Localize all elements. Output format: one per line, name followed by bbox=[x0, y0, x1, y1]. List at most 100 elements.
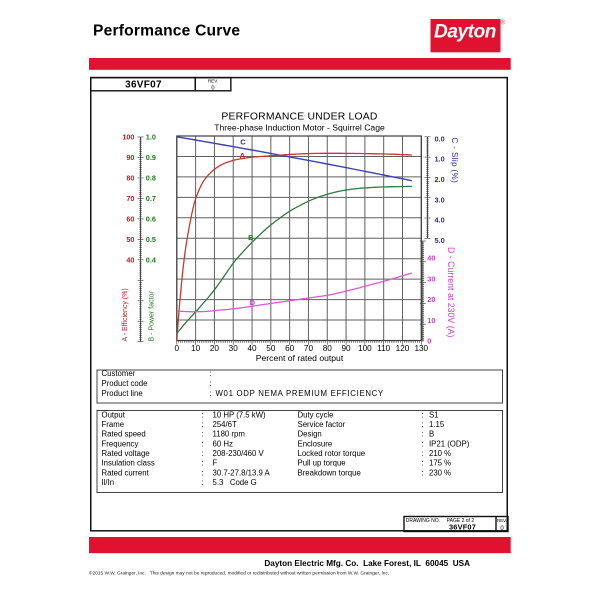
svg-text:B: B bbox=[429, 430, 434, 439]
svg-text:Rated voltage: Rated voltage bbox=[102, 449, 150, 458]
svg-text:50: 50 bbox=[126, 235, 134, 244]
svg-text:F: F bbox=[213, 459, 218, 468]
svg-text:60: 60 bbox=[285, 344, 295, 353]
svg-text:60: 60 bbox=[126, 214, 134, 223]
svg-text::: : bbox=[422, 430, 424, 439]
svg-text:0.0: 0.0 bbox=[435, 134, 445, 143]
svg-text::: : bbox=[422, 420, 424, 429]
svg-text:Breakdown torque: Breakdown torque bbox=[298, 468, 361, 477]
svg-text:Performance Curve: Performance Curve bbox=[93, 23, 240, 40]
svg-text::: : bbox=[422, 410, 424, 419]
svg-text:130: 130 bbox=[414, 344, 428, 353]
svg-text::: : bbox=[210, 389, 212, 398]
svg-text:C: C bbox=[240, 138, 246, 147]
svg-text:70: 70 bbox=[126, 194, 134, 203]
svg-text:0.8: 0.8 bbox=[146, 173, 156, 182]
svg-text:W01 ODP NEMA PREMIUM EFFICIENC: W01 ODP NEMA PREMIUM EFFICIENCY bbox=[216, 389, 385, 398]
svg-text:90: 90 bbox=[126, 153, 134, 162]
svg-text:Enclosure: Enclosure bbox=[298, 439, 333, 448]
svg-text:30.7-27.8/13.9 A: 30.7-27.8/13.9 A bbox=[213, 468, 271, 477]
svg-text:40: 40 bbox=[126, 255, 134, 264]
svg-text:REV.: REV. bbox=[208, 79, 218, 84]
svg-text:5.0: 5.0 bbox=[435, 236, 445, 245]
svg-text:1.0: 1.0 bbox=[435, 155, 445, 164]
svg-text:0.9: 0.9 bbox=[146, 153, 156, 162]
svg-text:0: 0 bbox=[211, 86, 214, 92]
svg-text:IP21 (ODP): IP21 (ODP) bbox=[429, 439, 470, 448]
svg-text:Rated current: Rated current bbox=[102, 468, 150, 477]
svg-text:0.7: 0.7 bbox=[146, 194, 156, 203]
svg-text:Percent of rated output: Percent of rated output bbox=[256, 353, 344, 363]
svg-text:90: 90 bbox=[342, 344, 352, 353]
svg-text:0: 0 bbox=[175, 344, 180, 353]
svg-text:5.3 Code G: 5.3 Code G bbox=[213, 478, 257, 487]
svg-text:©2015 W.W. Grainger, Inc. Th: ©2015 W.W. Grainger, Inc. This design ma… bbox=[89, 570, 389, 577]
svg-text:20: 20 bbox=[427, 295, 435, 304]
svg-text:2.0: 2.0 bbox=[435, 175, 445, 184]
svg-text:175 %: 175 % bbox=[429, 459, 451, 468]
svg-text:PAGE 2 of 2: PAGE 2 of 2 bbox=[447, 518, 475, 524]
svg-text:210 %: 210 % bbox=[429, 449, 451, 458]
svg-text::: : bbox=[202, 410, 204, 419]
svg-text:Dayton: Dayton bbox=[434, 22, 496, 43]
svg-text:B: B bbox=[248, 233, 254, 242]
svg-text:10: 10 bbox=[427, 316, 435, 325]
svg-text:A - Efficiency (%): A - Efficiency (%) bbox=[122, 288, 129, 341]
svg-text:30: 30 bbox=[229, 344, 239, 353]
svg-text:Il/In: Il/In bbox=[102, 478, 115, 487]
svg-text:0.4: 0.4 bbox=[146, 255, 157, 264]
svg-text:0: 0 bbox=[500, 526, 504, 532]
svg-text:D - Current at 230V (A): D - Current at 230V (A) bbox=[446, 247, 456, 338]
svg-text:20: 20 bbox=[210, 344, 220, 353]
svg-text:Design: Design bbox=[298, 430, 322, 439]
svg-text:110: 110 bbox=[377, 344, 390, 353]
svg-text::: : bbox=[210, 369, 212, 378]
svg-text::: : bbox=[202, 439, 204, 448]
svg-text:0.5: 0.5 bbox=[146, 235, 156, 244]
svg-text:Pull up torque: Pull up torque bbox=[298, 459, 346, 468]
svg-text:60 Hz: 60 Hz bbox=[213, 439, 233, 448]
svg-text::: : bbox=[202, 449, 204, 458]
svg-text::: : bbox=[202, 468, 204, 477]
svg-text:230 %: 230 % bbox=[429, 468, 451, 477]
svg-text:3.0: 3.0 bbox=[435, 195, 445, 204]
svg-text:B - Power factor: B - Power factor bbox=[149, 291, 156, 342]
svg-text:Insulation class: Insulation class bbox=[102, 459, 155, 468]
svg-text:C - Slip (%): C - Slip (%) bbox=[450, 138, 459, 184]
svg-text:Three-phase Induction Motor -: Three-phase Induction Motor - Squirrel C… bbox=[214, 122, 385, 132]
svg-text:50: 50 bbox=[266, 344, 276, 353]
svg-text:40: 40 bbox=[247, 344, 257, 353]
svg-text::: : bbox=[210, 379, 212, 388]
svg-text::: : bbox=[422, 459, 424, 468]
svg-text:Frame: Frame bbox=[102, 420, 125, 429]
svg-text::: : bbox=[422, 468, 424, 477]
svg-text:36VF07: 36VF07 bbox=[125, 79, 162, 90]
svg-text:10: 10 bbox=[191, 344, 201, 353]
svg-text:0.6: 0.6 bbox=[146, 214, 156, 223]
svg-text:Rated speed: Rated speed bbox=[102, 430, 146, 439]
svg-text:Duty cycle: Duty cycle bbox=[298, 410, 334, 419]
svg-text:80: 80 bbox=[323, 344, 333, 353]
svg-text:1.15: 1.15 bbox=[429, 420, 445, 429]
svg-text:Product line: Product line bbox=[102, 389, 143, 398]
svg-text:10 HP (7.5 kW): 10 HP (7.5 kW) bbox=[213, 410, 267, 419]
svg-text::: : bbox=[202, 478, 204, 487]
svg-text:Product code: Product code bbox=[102, 379, 148, 388]
svg-text:S1: S1 bbox=[429, 410, 439, 419]
svg-text:Dayton Electric Mfg. Co. Lake: Dayton Electric Mfg. Co. Lake Forest, IL… bbox=[264, 559, 470, 568]
svg-text:®: ® bbox=[501, 19, 506, 27]
svg-text:1.0: 1.0 bbox=[146, 133, 156, 142]
svg-text:100: 100 bbox=[358, 344, 372, 353]
svg-text::: : bbox=[202, 430, 204, 439]
svg-text:30: 30 bbox=[427, 274, 435, 283]
svg-text:0: 0 bbox=[427, 337, 431, 346]
svg-text:Output: Output bbox=[102, 410, 126, 419]
svg-text:Frequency: Frequency bbox=[102, 439, 139, 448]
svg-text::: : bbox=[422, 439, 424, 448]
svg-text:Service factor: Service factor bbox=[298, 420, 346, 429]
svg-text:D: D bbox=[250, 298, 256, 307]
svg-text:80: 80 bbox=[126, 173, 134, 182]
svg-text:Customer: Customer bbox=[102, 369, 136, 378]
svg-text:208-230/460 V: 208-230/460 V bbox=[213, 449, 265, 458]
svg-text::: : bbox=[422, 449, 424, 458]
